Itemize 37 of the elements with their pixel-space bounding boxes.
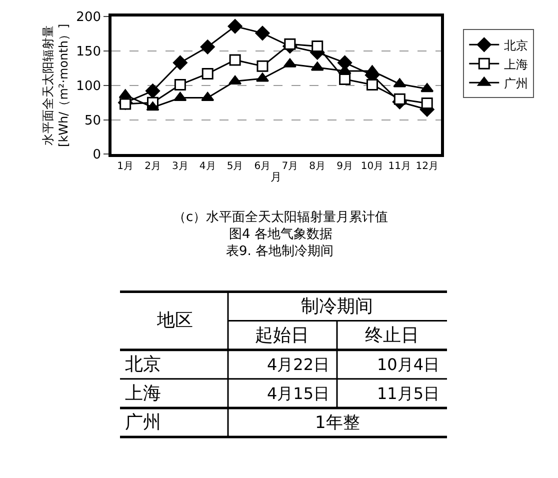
text: 地区 (156, 310, 193, 331)
x-tick-label: 6月 (254, 161, 271, 172)
x-axis-title: 月 (270, 170, 282, 184)
text: 表9. 各地制冷期间 (226, 244, 334, 259)
x-tick-label: 9月 (336, 161, 353, 172)
y-axis-title: 水平面全天太阳辐射量 [kWh/（m²·month）] (40, 24, 70, 147)
x-tick-label: 8月 (309, 161, 326, 172)
y-tick-label: 200 (76, 10, 101, 26)
text: 北京 (125, 354, 161, 375)
legend-label: 上海 (504, 57, 528, 72)
x-tick-label: 3月 (172, 161, 188, 172)
x-tick-label: 11月 (388, 161, 412, 172)
x-tick-label: 10月 (360, 161, 384, 172)
text: 上海 (125, 383, 161, 404)
text: （c）水平面全天太阳辐射量月累计值 (173, 210, 388, 225)
text: 起始日 (255, 325, 309, 346)
y-tick-label: 0 (92, 148, 101, 163)
x-tick-label: 1月 (117, 161, 134, 172)
legend-label: 广州 (504, 76, 528, 90)
legend-label: 北京 (504, 38, 528, 52)
text: 1年整 (315, 413, 360, 433)
x-tick-label: 12月 (416, 161, 438, 172)
text: 11月5日 (377, 384, 440, 403)
text: 终止日 (365, 325, 419, 346)
x-tick-label: 4月 (199, 161, 216, 172)
text: 10月4日 (377, 355, 440, 374)
text: 4月22日 (267, 355, 330, 374)
y-tick-label: 100 (76, 78, 101, 94)
x-tick-label: 7月 (282, 161, 298, 172)
x-tick-label: 2月 (144, 161, 161, 172)
y-tick-label: 50 (84, 113, 101, 128)
text: 制冷期间 (301, 296, 373, 317)
caption: 图4 各地气象数据 (229, 227, 332, 242)
text: 广州 (125, 412, 161, 433)
text: 4月15日 (267, 384, 330, 403)
y-tick-label: 150 (76, 44, 101, 60)
x-tick-label: 5月 (226, 161, 244, 172)
